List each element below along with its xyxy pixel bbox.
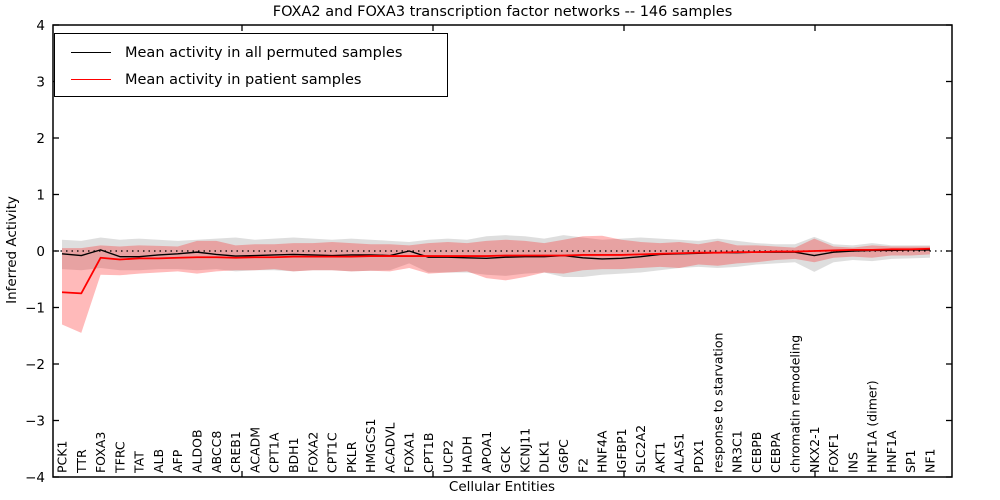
x-category-label: FOXA1 [402, 432, 417, 473]
y-tick-label: −3 [25, 413, 45, 429]
x-category-label: FOXA2 [305, 432, 320, 473]
x-category-label: CPT1A [267, 432, 282, 473]
x-category-label: NF1 [923, 449, 938, 474]
x-category-label: FOXA3 [93, 432, 108, 473]
x-category-label: AKT1 [652, 442, 667, 473]
x-category-label: HNF4A [595, 430, 610, 473]
y-tick-label: 2 [36, 131, 45, 147]
y-tick-label: −1 [25, 300, 45, 316]
x-category-label: ALDOB [190, 429, 205, 473]
x-category-label: CREB1 [228, 431, 243, 473]
x-category-label: HADH [460, 436, 475, 473]
legend-label-permuted: Mean activity in all permuted samples [125, 44, 403, 61]
x-category-label: PDX1 [691, 439, 706, 473]
legend-item-patient: Mean activity in patient samples [71, 66, 447, 93]
x-category-label: HNF1A [884, 430, 899, 473]
x-category-label: IGFBP1 [614, 428, 629, 473]
x-category-label: NKX2-1 [807, 426, 822, 473]
x-category-label: TAT [132, 451, 147, 474]
x-category-label: BDH1 [286, 437, 301, 473]
legend-label-patient: Mean activity in patient samples [125, 71, 362, 88]
mean-line-patient [61, 247, 931, 295]
y-tick-label: 0 [36, 244, 45, 260]
x-category-label: AFP [170, 449, 185, 473]
legend-line-sample-black [71, 52, 111, 53]
y-tick-label: −2 [25, 357, 45, 373]
x-category-label: CPT1B [421, 433, 436, 473]
x-category-label: PKLR [344, 441, 359, 473]
x-category-label: ALB [151, 449, 166, 473]
x-category-label: CPT1C [325, 432, 340, 473]
x-category-label: F2 [575, 458, 590, 473]
band-patient [62, 235, 930, 333]
x-category-label: TFRC [112, 441, 127, 474]
x-category-label: HNF1A (dimer) [865, 380, 880, 473]
x-category-label: PCK1 [55, 441, 70, 473]
x-category-label: G6PC [556, 439, 571, 473]
x-category-label: APOA1 [479, 431, 494, 473]
x-category-label: response to starvation [710, 333, 725, 474]
x-category-label: ALAS1 [672, 433, 687, 473]
x-category-label: INS [845, 452, 860, 473]
x-category-label: HMGCS1 [363, 419, 378, 474]
x-axis-label: Cellular Entities [448, 479, 556, 495]
y-tick-label: −4 [25, 470, 45, 486]
chart-title: FOXA2 and FOXA3 transcription factor net… [272, 4, 733, 20]
x-category-label: UCP2 [440, 440, 455, 473]
x-category-label: ACADVL [382, 422, 397, 473]
x-category-label: ABCC8 [209, 431, 224, 473]
y-tick-label: 4 [36, 18, 45, 34]
x-category-label: KCNJ11 [517, 428, 532, 473]
x-category-label: GCK [498, 446, 513, 473]
x-category-label: ACADM [247, 427, 262, 473]
y-axis-label: Inferred Activity [4, 196, 20, 304]
legend: Mean activity in all permuted samples Me… [54, 33, 448, 97]
x-category-label: SP1 [903, 450, 918, 473]
x-category-label: DLK1 [537, 440, 552, 473]
y-tick-label: 3 [36, 74, 45, 90]
legend-line-sample-red [71, 79, 111, 80]
x-category-label: NR3C1 [730, 430, 745, 473]
legend-item-permuted: Mean activity in all permuted samples [71, 39, 447, 66]
x-category-label: SLC2A2 [633, 425, 648, 473]
x-category-label: CEBPB [749, 432, 764, 473]
x-category-label: CEBPA [768, 432, 783, 473]
x-category-label: chromatin remodeling [787, 335, 802, 473]
x-category-label: FOXF1 [826, 433, 841, 473]
y-tick-label: 1 [36, 187, 45, 203]
x-category-label: TTR [74, 449, 89, 474]
